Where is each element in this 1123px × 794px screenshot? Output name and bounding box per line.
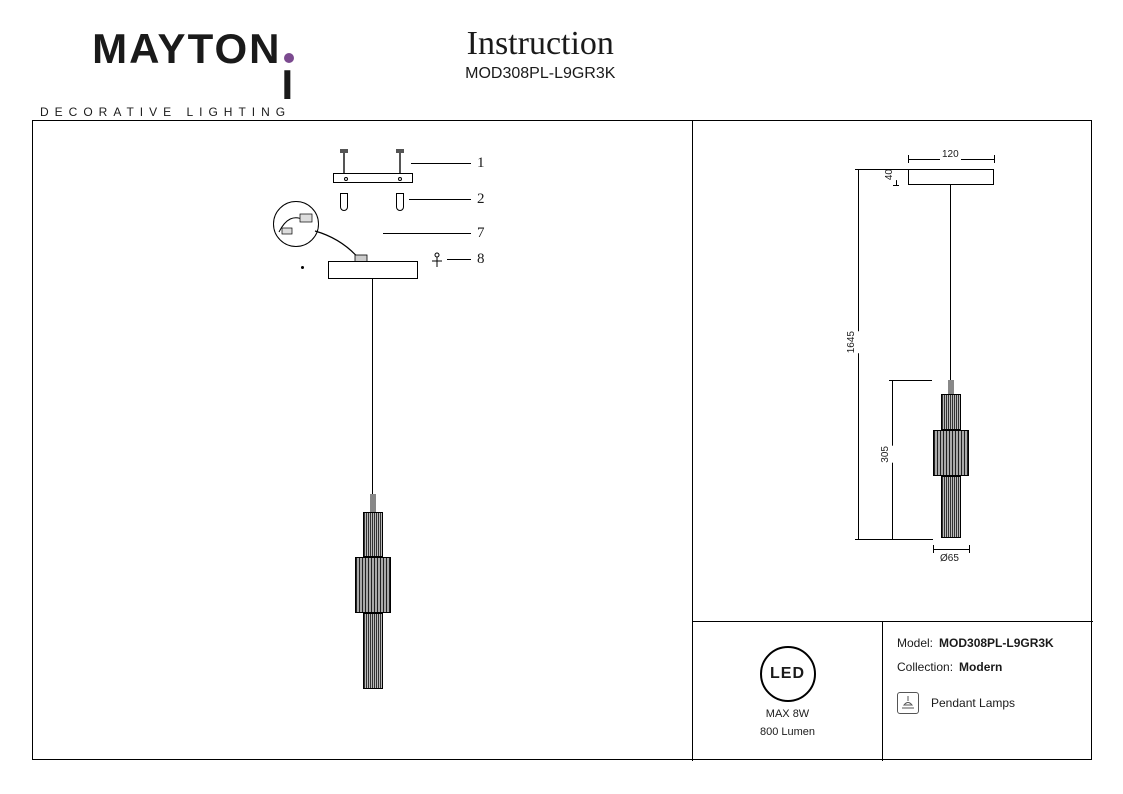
lumen-output: 800 Lumen bbox=[760, 726, 815, 738]
callout-line bbox=[383, 233, 471, 234]
led-label: LED bbox=[770, 665, 805, 683]
model-row: Model: MOD308PL-L9GR3K bbox=[897, 636, 1079, 650]
screw-icon bbox=[399, 153, 401, 173]
anchor-icon bbox=[340, 193, 348, 211]
info-panel: LED MAX 8W 800 Lumen Model: MOD308PL-L9G… bbox=[693, 621, 1093, 761]
collection-value: Modern bbox=[959, 660, 1002, 674]
collection-row: Collection: Modern bbox=[897, 660, 1079, 674]
pendant-lamp-icon bbox=[897, 692, 919, 714]
assembly-diagram: 1 2 7 8 bbox=[183, 151, 543, 731]
model-label: Model: bbox=[897, 636, 933, 650]
dimension-line bbox=[933, 549, 969, 550]
dimension-canopy-width: 120 bbox=[940, 149, 961, 160]
collection-label: Collection: bbox=[897, 660, 953, 674]
dimension-tick bbox=[908, 155, 909, 163]
dimension-lamp-height: 305 bbox=[878, 446, 893, 463]
logo-tagline: DECORATIVE LIGHTING bbox=[40, 105, 291, 119]
suspension-cable bbox=[372, 279, 373, 494]
anchor-symbol-icon bbox=[428, 251, 446, 269]
callout-number: 2 bbox=[477, 191, 485, 208]
model-code: MOD308PL-L9GR3K bbox=[465, 65, 615, 83]
dimension-line bbox=[858, 169, 859, 539]
model-value: MOD308PL-L9GR3K bbox=[939, 636, 1054, 650]
callout-number: 7 bbox=[477, 225, 485, 242]
type-row: Pendant Lamps bbox=[897, 692, 1079, 714]
reference-dot bbox=[301, 266, 304, 269]
anchor-icon bbox=[396, 193, 404, 211]
logo-text-i: I bbox=[281, 61, 295, 109]
dimension-diagram: 120 40 1645 bbox=[788, 151, 1048, 601]
suspension-cable bbox=[950, 185, 951, 380]
assembly-panel: 1 2 7 8 bbox=[33, 121, 693, 761]
dimension-extension bbox=[858, 539, 933, 540]
callout-line bbox=[409, 199, 471, 200]
ceiling-plate bbox=[333, 173, 413, 183]
header: MAYTON I DECORATIVE LIGHTING Instruction… bbox=[0, 0, 1123, 129]
logo: MAYTON I DECORATIVE LIGHTING bbox=[40, 25, 295, 119]
canopy-outline bbox=[908, 169, 994, 185]
max-power: MAX 8W bbox=[766, 708, 809, 720]
product-type: Pendant Lamps bbox=[931, 696, 1015, 710]
callout-number: 1 bbox=[477, 155, 485, 172]
dimension-lamp-diameter: Ø65 bbox=[938, 553, 961, 564]
dimension-tick bbox=[994, 155, 995, 163]
page-title: Instruction bbox=[465, 25, 615, 63]
title-block: Instruction MOD308PL-L9GR3K bbox=[465, 25, 615, 83]
dimension-extension bbox=[892, 380, 932, 381]
dimension-total-height: 1645 bbox=[844, 331, 859, 353]
dimension-canopy-height: 40 bbox=[882, 169, 897, 180]
pendant-lamp-outline bbox=[933, 380, 969, 540]
logo-text-main: MAYTON bbox=[92, 25, 281, 73]
led-badge-icon: LED bbox=[760, 646, 816, 702]
canopy bbox=[328, 261, 418, 279]
callout-line bbox=[411, 163, 471, 164]
dimension-extension bbox=[858, 169, 908, 170]
callout-line bbox=[447, 259, 471, 260]
technical-drawing-frame: 1 2 7 8 120 40 bbox=[32, 120, 1092, 760]
model-info-box: Model: MOD308PL-L9GR3K Collection: Moder… bbox=[883, 622, 1093, 761]
screw-icon bbox=[343, 153, 345, 173]
callout-number: 8 bbox=[477, 251, 485, 268]
pendant-lamp-body bbox=[355, 494, 391, 689]
led-spec-box: LED MAX 8W 800 Lumen bbox=[693, 622, 883, 761]
dimension-panel: 120 40 1645 bbox=[693, 121, 1093, 621]
logo-wordmark: MAYTON I bbox=[92, 25, 295, 109]
